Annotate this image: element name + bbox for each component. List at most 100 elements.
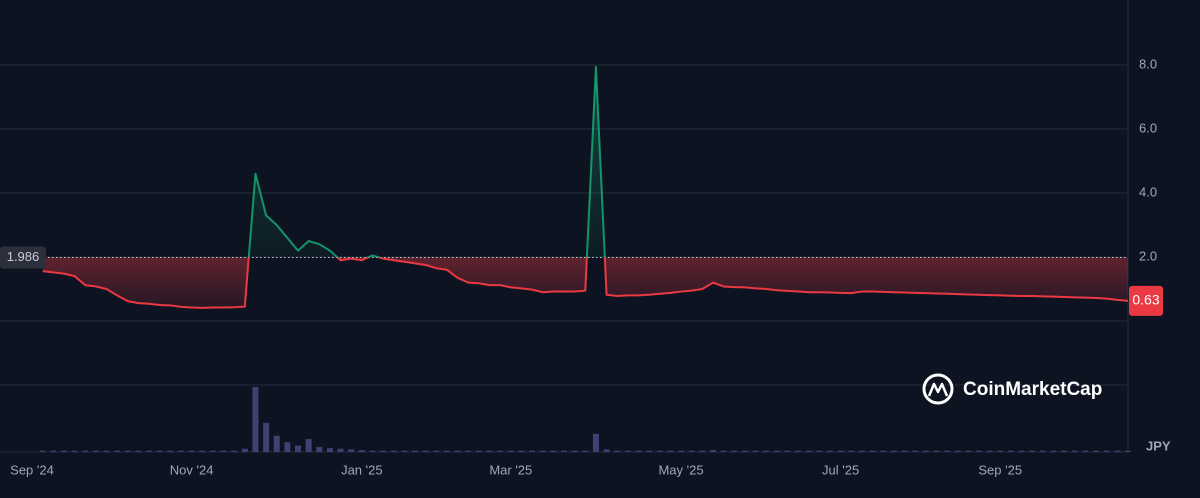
volume-bar xyxy=(741,450,748,452)
volume-bar xyxy=(273,435,280,452)
logo-mark xyxy=(927,382,949,397)
volume-bar xyxy=(433,450,440,452)
reference-label-box xyxy=(0,246,46,269)
volume-bar xyxy=(986,450,993,452)
volume-bar xyxy=(1007,450,1014,452)
volume-bar xyxy=(731,450,738,452)
volume-bar xyxy=(561,450,567,452)
volume-bar xyxy=(1071,450,1078,452)
volume-bar xyxy=(667,450,674,452)
volume-bar xyxy=(869,450,876,452)
volume-bar xyxy=(880,450,887,452)
logo-icon xyxy=(922,373,954,405)
volume-bar xyxy=(401,450,408,452)
volume-bar xyxy=(997,450,1004,452)
volume-bar xyxy=(709,450,716,452)
area xyxy=(42,66,1128,308)
volume-bar xyxy=(71,450,78,452)
volume-bar xyxy=(475,450,482,452)
volume-bar xyxy=(209,450,216,452)
volume-bar xyxy=(890,450,897,452)
volume-bar xyxy=(646,450,653,452)
volume-bar xyxy=(1029,450,1036,452)
volume-bar xyxy=(592,433,599,452)
volume-bar xyxy=(922,450,929,452)
volume-bar xyxy=(763,450,770,452)
volume-bar xyxy=(60,450,67,452)
volume-bar xyxy=(539,450,546,452)
volume-bar xyxy=(635,450,642,452)
x-tick-label: Sep '25 xyxy=(978,462,1022,477)
volume-bar xyxy=(582,450,589,452)
volume-bar xyxy=(465,450,472,452)
volume-bar xyxy=(284,442,291,452)
volume-bar xyxy=(901,450,908,452)
volume-bar xyxy=(773,450,780,452)
volume-bar xyxy=(975,450,982,452)
volume-bar xyxy=(1039,450,1046,452)
volume-bar xyxy=(688,450,695,452)
volume-bar xyxy=(390,450,397,452)
volume-bar xyxy=(50,450,57,452)
volume-bar xyxy=(518,450,525,452)
volume-bar xyxy=(603,449,610,452)
volume-bar xyxy=(614,450,621,452)
volume-bar xyxy=(443,450,450,452)
y-tick-label: 6.0 xyxy=(1139,120,1157,135)
volume-bar xyxy=(1093,450,1099,452)
volume-bar xyxy=(124,450,131,452)
x-tick-label: Jul '25 xyxy=(822,462,859,477)
volume-bar xyxy=(316,446,323,452)
volume-bar xyxy=(146,450,153,452)
x-tick-label: Jan '25 xyxy=(341,462,383,477)
volume-bar xyxy=(933,450,940,452)
volume-bar xyxy=(805,450,812,452)
volume-bar xyxy=(816,450,823,452)
volume-bar xyxy=(177,450,184,452)
volume-bar xyxy=(1061,450,1068,452)
volume-bar xyxy=(827,450,833,452)
volume-bar xyxy=(529,450,536,452)
volume-bar xyxy=(103,450,110,452)
volume-bar xyxy=(848,450,855,452)
volume-bar xyxy=(1114,450,1121,452)
volume-bar xyxy=(422,450,429,452)
volume-bar xyxy=(624,450,631,452)
volume-bar xyxy=(326,448,333,452)
x-tick-label: May '25 xyxy=(658,462,703,477)
volume-bar xyxy=(92,450,99,452)
volume-bar xyxy=(156,450,163,452)
volume-bar xyxy=(220,450,227,452)
volume-bar xyxy=(358,450,365,452)
volume-bar xyxy=(412,450,419,452)
price-label-box xyxy=(1129,285,1163,316)
volume-bar xyxy=(369,450,376,452)
currency-label: JPY xyxy=(1146,438,1171,453)
reference-label: 1.986 xyxy=(7,249,40,264)
y-tick-label: 2.0 xyxy=(1139,248,1157,263)
volume-bar xyxy=(380,450,387,452)
volume-bar xyxy=(1050,450,1057,452)
volume-bar xyxy=(678,450,685,452)
volume-bar xyxy=(252,387,259,452)
volume-bar xyxy=(295,445,301,452)
volume-bar xyxy=(114,450,121,452)
volume-bar xyxy=(795,450,802,452)
price-line xyxy=(42,65,1129,309)
volume-bar xyxy=(912,450,919,452)
plot: 2.0 4.0 6.0 8.0 Sep '24 Nov '24 Jan '25 Mar '25… xyxy=(0,56,1163,477)
volume-bar xyxy=(188,450,195,452)
volume-bar xyxy=(135,450,142,452)
volume-bar xyxy=(39,450,46,452)
volume-bar xyxy=(784,450,791,452)
x-tick-label: Mar '25 xyxy=(489,462,532,477)
x-tick-label: Sep '24 xyxy=(10,462,54,477)
y-tick-label: 4.0 xyxy=(1139,184,1157,199)
volume-bar xyxy=(550,450,557,452)
volume-bar xyxy=(231,450,238,452)
volume-bar xyxy=(954,450,961,452)
volume-bar xyxy=(263,422,270,452)
volume-bar xyxy=(486,450,493,452)
volume-bar xyxy=(167,450,174,452)
